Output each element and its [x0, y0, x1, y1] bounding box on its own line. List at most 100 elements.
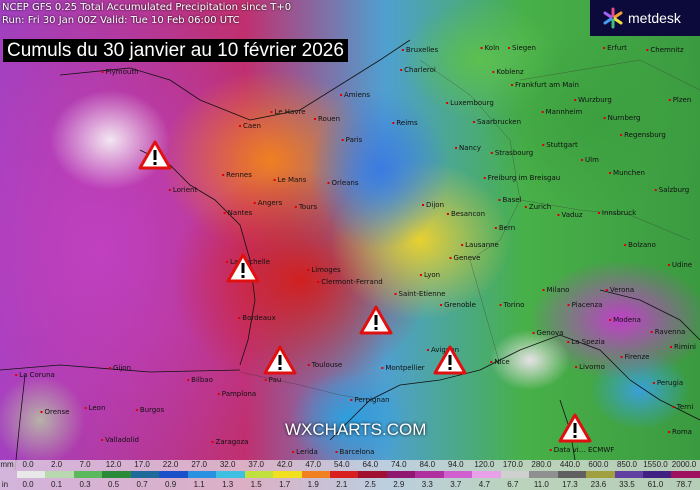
mm-tick-label: 37.0	[248, 460, 264, 469]
city-label: Bolzano	[624, 241, 656, 249]
scale-swatch	[586, 471, 615, 478]
city-label: Terni	[673, 403, 694, 411]
city-label: Angers	[254, 199, 283, 207]
city-label: La Coruna	[15, 371, 55, 379]
city-label: Pau	[265, 376, 282, 384]
scale-swatch	[671, 471, 700, 478]
city-label: Freiburg im Breisgau	[484, 174, 560, 182]
city-label: Lorient	[169, 186, 197, 194]
warning-triangle-icon	[558, 413, 592, 443]
warning-triangle-icon	[226, 253, 260, 283]
city-label: Le Mans	[274, 176, 307, 184]
city-label: Piacenza	[568, 301, 603, 309]
city-label: Salzburg	[655, 186, 689, 194]
city-label: Milano	[543, 286, 570, 294]
mm-tick-label: 0.0	[22, 460, 34, 469]
scale-swatch	[273, 471, 302, 478]
in-tick-label: 0.5	[108, 480, 120, 489]
mm-tick-label: 12.0	[105, 460, 122, 469]
mm-tick-label: 120.0	[474, 460, 495, 469]
city-label: Mannheim	[542, 108, 583, 116]
city-label: Caen	[239, 122, 261, 130]
city-label: Saint-Etienne	[395, 290, 446, 298]
scale-swatch	[415, 471, 444, 478]
mm-tick-label: 84.0	[419, 460, 436, 469]
scale-swatch	[614, 471, 643, 478]
in-tick-label: 23.6	[590, 480, 607, 489]
run-valid-time: Run: Fri 30 Jan 00Z Valid: Tue 10 Feb 06…	[2, 15, 240, 26]
city-label: Vaduz	[557, 211, 582, 219]
in-tick-label: 4.7	[478, 480, 490, 489]
city-label: Luxembourg	[446, 99, 494, 107]
scale-swatch	[244, 471, 274, 478]
city-label: Torino	[500, 301, 525, 309]
city-label: Grenoble	[440, 301, 476, 309]
city-label: Gijon	[109, 364, 131, 372]
scale-swatch	[102, 471, 131, 478]
mm-tick-label: 2.0	[50, 460, 63, 469]
in-tick-label: 2.1	[336, 480, 348, 489]
mm-tick-label: 440.0	[559, 460, 580, 469]
city-label: Le Havre	[270, 108, 305, 116]
city-label: Bern	[495, 224, 515, 232]
mm-tick-label: 42.0	[276, 460, 293, 469]
color-scale-bar	[17, 471, 700, 478]
scale-swatch	[301, 471, 330, 478]
scale-swatch	[500, 471, 530, 478]
warning-triangle-icon	[359, 305, 393, 335]
scale-swatch	[17, 471, 46, 478]
mm-tick-label: 850.0	[616, 460, 637, 469]
in-tick-label: 61.0	[647, 480, 664, 489]
city-label: Regensburg	[620, 131, 666, 139]
in-tick-label: 17.3	[562, 480, 578, 489]
city-label: Zaragoza	[212, 438, 249, 446]
scale-swatch	[557, 471, 587, 478]
mm-tick-label: 47.0	[305, 460, 321, 469]
city-label: Livorno	[575, 363, 605, 371]
city-label: Bruxelles	[402, 46, 438, 54]
mm-tick-label: 600.0	[588, 460, 609, 469]
city-label: Montpellier	[381, 364, 424, 372]
in-tick-label: 1.5	[250, 480, 262, 489]
city-label: Ulm	[581, 156, 599, 164]
city-label: Valladolid	[101, 436, 139, 444]
in-tick-label: 6.7	[507, 480, 519, 489]
city-label: Lausanne	[461, 241, 499, 249]
in-tick-label: 0.3	[79, 480, 91, 489]
precipitation-legend: mm 0.0 2.0 7.0 12.0 17.0 22.0 27.0 32.0 37.0 42.0 4…	[0, 460, 700, 490]
logo-text: metdesk	[628, 10, 681, 26]
mm-unit-label: mm	[0, 460, 14, 469]
city-label: Reims	[392, 119, 417, 127]
scale-swatch	[130, 471, 160, 478]
city-label: Bilbao	[187, 376, 213, 384]
mm-tick-label: 170.0	[502, 460, 523, 469]
city-label: Rimini	[670, 343, 696, 351]
city-label: Nice	[490, 358, 509, 366]
city-label: Lyon	[420, 271, 440, 279]
city-label: Amiens	[340, 91, 370, 99]
in-tick-label: 1.9	[307, 480, 319, 489]
in-tick-label: 0.7	[136, 480, 148, 489]
mm-tick-label: 64.0	[362, 460, 379, 469]
map-title: Cumuls du 30 janvier au 10 février 2026	[3, 39, 348, 62]
scale-swatch	[358, 471, 387, 478]
watermark: WXCHARTS.COM	[285, 420, 427, 439]
warning-triangle-icon	[433, 345, 467, 375]
mm-tick-label: 27.0	[191, 460, 207, 469]
city-label: Ravenna	[651, 328, 686, 336]
mm-tick-label: 94.0	[448, 460, 464, 469]
scale-swatch	[642, 471, 672, 478]
in-tick-label: 2.5	[364, 480, 376, 489]
mm-tick-label: 74.0	[390, 460, 407, 469]
in-tick-label: 3.7	[450, 480, 462, 489]
mm-tick-label: 32.0	[219, 460, 236, 469]
in-tick-label: 11.0	[533, 480, 549, 489]
in-tick-label: 78.7	[676, 480, 692, 489]
in-tick-label: 1.7	[279, 480, 291, 489]
mm-tick-label: 1550.0	[643, 460, 668, 469]
city-label: Udine	[668, 261, 692, 269]
city-label: Stuttgart	[542, 141, 577, 149]
city-label: Plzen	[669, 96, 692, 104]
asterisk-logo-icon	[603, 7, 623, 29]
